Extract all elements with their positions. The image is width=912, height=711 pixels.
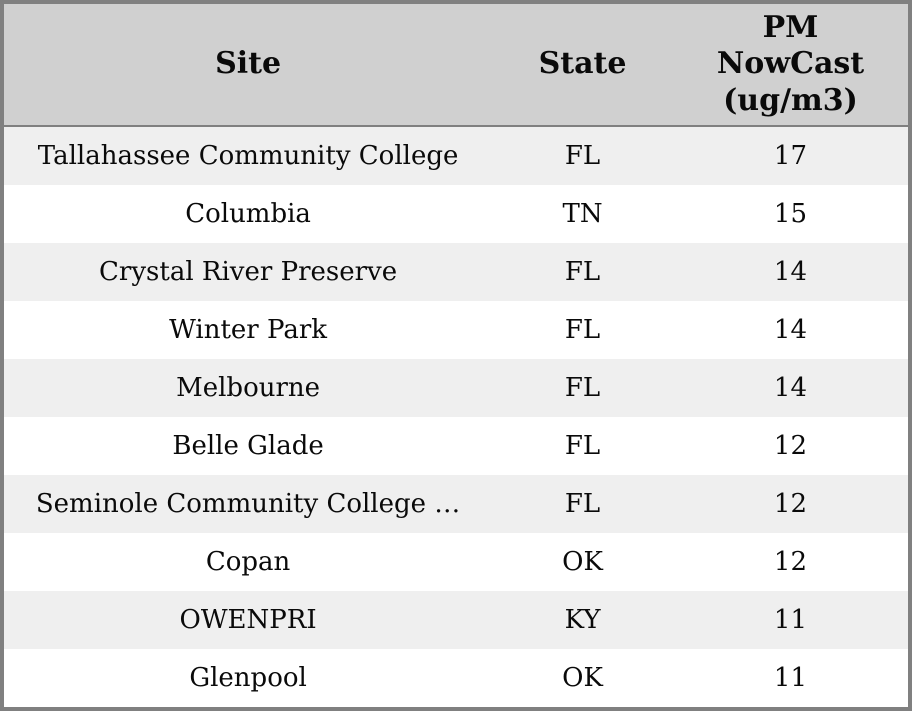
pm-cell: 15 bbox=[773, 199, 808, 229]
site-cell: Seminole Community College … bbox=[35, 489, 461, 519]
site-cell: Belle Glade bbox=[172, 431, 324, 461]
pm-cell: 11 bbox=[773, 663, 808, 693]
site-cell: OWENPRI bbox=[179, 605, 317, 635]
site-cell: Copan bbox=[205, 547, 291, 577]
state-cell: OK bbox=[562, 547, 603, 577]
pm-cell: 11 bbox=[773, 605, 808, 635]
table-header: Site State PM NowCast (ug/m3) bbox=[4, 4, 908, 127]
site-cell: Winter Park bbox=[169, 315, 328, 345]
column-header-site: Site bbox=[4, 4, 493, 127]
state-cell: FL bbox=[564, 257, 601, 287]
state-cell: FL bbox=[564, 315, 601, 345]
site-cell: Crystal River Preserve bbox=[99, 257, 398, 287]
state-cell: OK bbox=[562, 663, 603, 693]
site-cell: Glenpool bbox=[189, 663, 307, 693]
pm-cell: 14 bbox=[773, 373, 808, 403]
table-row: Glenpool OK 11 bbox=[4, 649, 908, 707]
table-row: Belle Glade FL 12 bbox=[4, 417, 908, 475]
pm-cell: 12 bbox=[773, 431, 808, 461]
site-cell: Tallahassee Community College bbox=[37, 141, 459, 171]
table-row: Melbourne FL 14 bbox=[4, 359, 908, 417]
table-row: Crystal River Preserve FL 14 bbox=[4, 243, 908, 301]
table-row: Copan OK 12 bbox=[4, 533, 908, 591]
state-cell: KY bbox=[564, 605, 601, 635]
table-row: Columbia TN 15 bbox=[4, 185, 908, 243]
table-row: Winter Park FL 14 bbox=[4, 301, 908, 359]
site-cell: Columbia bbox=[185, 199, 311, 229]
table-row: OWENPRI KY 11 bbox=[4, 591, 908, 649]
state-cell: FL bbox=[564, 431, 601, 461]
table-body: Tallahassee Community College FL 17 Colu… bbox=[4, 126, 908, 707]
pm-cell: 14 bbox=[773, 315, 808, 345]
state-cell: TN bbox=[562, 199, 603, 229]
pm-cell: 12 bbox=[773, 489, 808, 519]
column-header-state: State bbox=[492, 4, 673, 127]
pm-cell: 12 bbox=[773, 547, 808, 577]
pm-cell: 14 bbox=[773, 257, 808, 287]
state-cell: FL bbox=[564, 373, 601, 403]
pm-nowcast-table: Site State PM NowCast (ug/m3) Tallahasse… bbox=[4, 4, 908, 707]
state-cell: FL bbox=[564, 141, 601, 171]
table-row: Seminole Community College … FL 12 bbox=[4, 475, 908, 533]
site-cell: Melbourne bbox=[176, 373, 321, 403]
column-header-pm-nowcast: PM NowCast (ug/m3) bbox=[672, 4, 908, 127]
pm-cell: 17 bbox=[773, 141, 808, 171]
header-row: Site State PM NowCast (ug/m3) bbox=[4, 4, 908, 127]
state-cell: FL bbox=[564, 489, 601, 519]
table-row: Tallahassee Community College FL 17 bbox=[4, 126, 908, 185]
